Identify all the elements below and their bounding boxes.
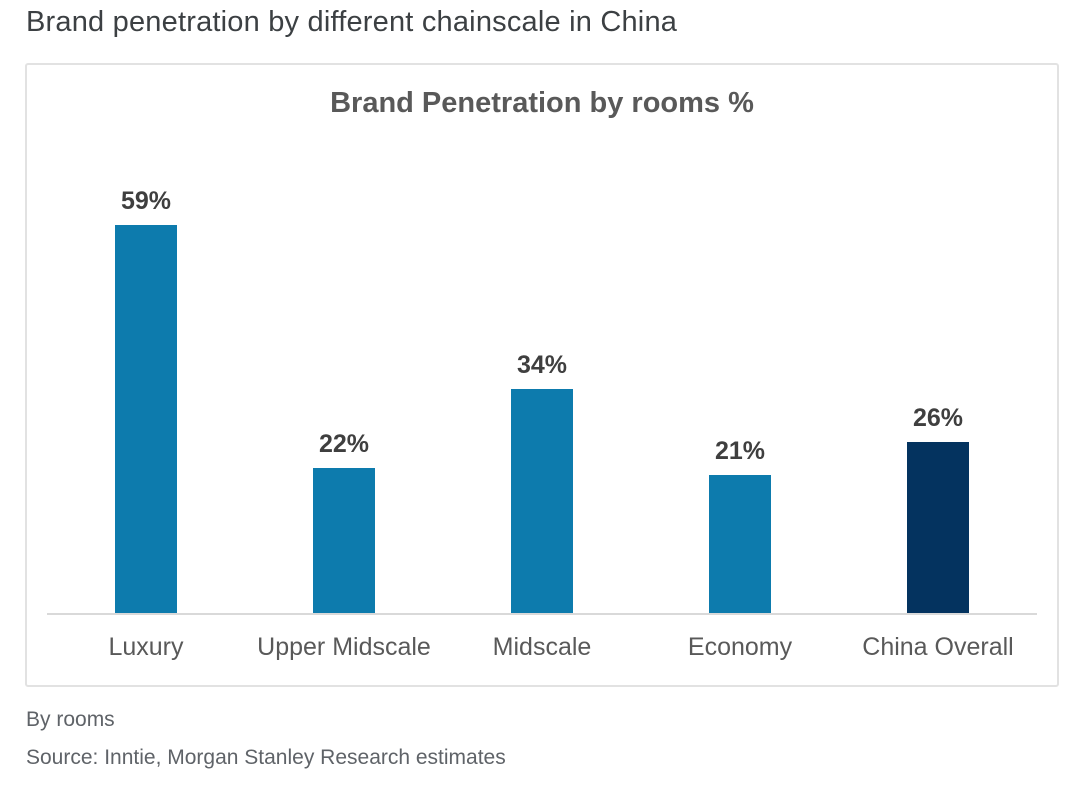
x-axis-label-upper-midscale: Upper Midscale — [257, 633, 431, 661]
x-axis-line — [47, 613, 1037, 615]
x-axis-label-economy: Economy — [687, 633, 793, 661]
bar-group-china-overall: 26% — [839, 145, 1037, 613]
bar-group-economy: 21% — [641, 145, 839, 613]
data-label-china-overall: 26% — [912, 404, 964, 432]
data-label-luxury: 59% — [120, 187, 172, 215]
bar-group-upper-midscale: 22% — [245, 145, 443, 613]
bar-group-midscale: 34% — [443, 145, 641, 613]
page-title: Brand penetration by different chainscal… — [26, 6, 678, 38]
data-label-midscale: 34% — [516, 351, 568, 379]
chart-panel: Brand Penetration by rooms % 59% 22% 34% 21… — [25, 63, 1059, 687]
bar-midscale — [511, 389, 573, 613]
data-label-economy: 21% — [714, 437, 766, 465]
bar-luxury — [115, 225, 177, 613]
data-label-upper-midscale: 22% — [318, 430, 370, 458]
x-axis-label-midscale: Midscale — [492, 633, 592, 661]
bar-chart-plot-area: 59% 22% 34% 21% 26% — [47, 145, 1037, 613]
bar-china-overall — [907, 442, 969, 613]
chart-footnote: By rooms — [26, 708, 115, 731]
x-axis-label-luxury: Luxury — [108, 633, 184, 661]
bar-group-luxury: 59% — [47, 145, 245, 613]
x-axis-labels: Luxury Upper Midscale Midscale Economy China… — [47, 633, 1037, 662]
source-attribution: Source: Inntie, Morgan Stanley Research … — [26, 746, 506, 769]
x-axis-label-china-overall: China Overall — [862, 633, 1014, 661]
bar-upper-midscale — [313, 468, 375, 613]
chart-title: Brand Penetration by rooms % — [330, 87, 754, 119]
bar-economy — [709, 475, 771, 613]
